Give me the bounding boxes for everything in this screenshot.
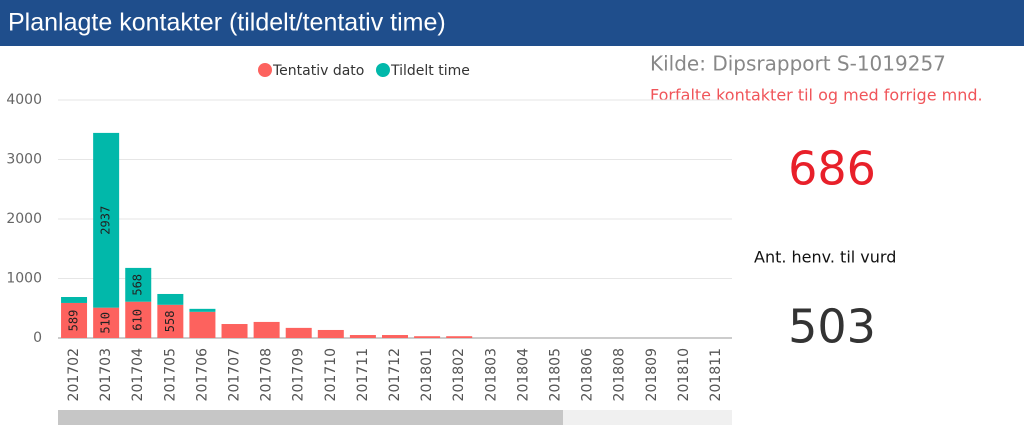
bar-segment bbox=[93, 132, 120, 308]
y-tick-label: 1000 bbox=[6, 271, 42, 287]
data-label: 510 bbox=[99, 312, 113, 334]
data-label: 589 bbox=[67, 310, 81, 332]
x-tick-label: 201809 bbox=[644, 348, 660, 401]
bar-segment bbox=[61, 297, 88, 303]
referral-caption: Ant. henv. til vurd bbox=[754, 248, 896, 267]
header-bar bbox=[0, 0, 1024, 46]
bar-segment bbox=[253, 321, 280, 338]
legend-marker bbox=[258, 63, 272, 77]
bar-segment bbox=[414, 336, 441, 338]
x-tick-label: 201811 bbox=[708, 348, 724, 401]
overdue-value: 686 bbox=[788, 142, 876, 196]
bar-segment bbox=[317, 329, 344, 338]
page-title: Planlagte kontakter (tildelt/tentativ ti… bbox=[8, 9, 446, 37]
x-tick-label: 201801 bbox=[419, 348, 435, 401]
bar-segment bbox=[189, 308, 216, 312]
bar-segment bbox=[93, 307, 120, 338]
y-tick-label: 2000 bbox=[6, 211, 42, 227]
bar-segment bbox=[446, 336, 473, 338]
bar-segment bbox=[189, 311, 216, 338]
legend-label: Tentativ dato bbox=[272, 63, 364, 79]
x-tick-label: 201806 bbox=[580, 348, 596, 402]
x-tick-label: 201709 bbox=[291, 348, 307, 401]
x-tick-label: 201707 bbox=[227, 348, 243, 401]
referral-value: 503 bbox=[788, 300, 876, 354]
bar-segment bbox=[382, 335, 408, 338]
legend-marker bbox=[376, 63, 390, 77]
x-tick-label: 201703 bbox=[98, 348, 114, 401]
bar-segment bbox=[125, 301, 152, 338]
bar-segment bbox=[157, 293, 184, 305]
x-tick-label: 201803 bbox=[483, 348, 499, 401]
bar-segment bbox=[125, 267, 152, 302]
source-text: Kilde: Dipsrapport S-1019257 bbox=[650, 52, 946, 76]
x-tick-label: 201705 bbox=[162, 348, 178, 401]
data-label: 610 bbox=[131, 309, 145, 331]
data-label: 2937 bbox=[99, 206, 113, 235]
x-tick-label: 201712 bbox=[387, 348, 403, 401]
x-tick-label: 201708 bbox=[259, 348, 275, 401]
bar-segment bbox=[221, 324, 248, 338]
x-tick-label: 201710 bbox=[323, 348, 339, 401]
bar-segment bbox=[61, 302, 88, 338]
x-tick-label: 201704 bbox=[130, 348, 146, 402]
scrollbar-thumb[interactable] bbox=[58, 410, 563, 425]
data-label: 568 bbox=[131, 274, 145, 296]
x-tick-label: 201702 bbox=[66, 348, 82, 401]
x-tick-label: 201805 bbox=[547, 348, 563, 401]
bar-segment bbox=[349, 335, 376, 338]
bar-segment bbox=[157, 304, 184, 338]
x-tick-label: 201711 bbox=[355, 348, 371, 401]
data-label: 558 bbox=[163, 311, 177, 333]
y-tick-label: 3000 bbox=[6, 152, 42, 168]
x-tick-label: 201808 bbox=[612, 348, 628, 401]
overdue-caption: Forfalte kontakter til og med forrige mn… bbox=[650, 86, 983, 105]
x-tick-label: 201804 bbox=[515, 348, 531, 402]
x-tick-label: 201706 bbox=[194, 348, 210, 402]
legend-label: Tildelt time bbox=[390, 63, 470, 79]
bar-segment bbox=[285, 327, 312, 338]
x-tick-label: 201810 bbox=[676, 348, 692, 401]
y-tick-label: 0 bbox=[33, 330, 42, 346]
y-tick-label: 4000 bbox=[6, 92, 42, 108]
x-tick-label: 201802 bbox=[451, 348, 467, 401]
